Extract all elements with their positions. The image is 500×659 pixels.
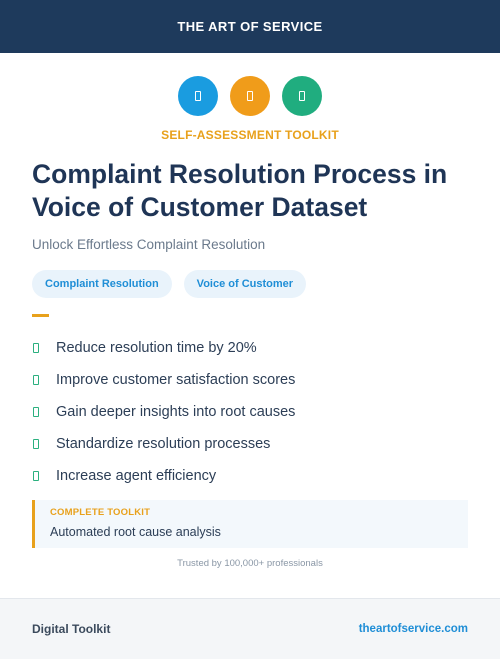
eyebrow-label: SELF-ASSESSMENT TOOLKIT — [161, 128, 339, 142]
document-icon — [178, 76, 218, 116]
benefit-text: Improve customer satisfaction scores — [56, 372, 296, 388]
benefit-text: Standardize resolution processes — [56, 436, 271, 452]
list-item: Improve customer satisfaction scores — [32, 364, 295, 396]
toolkit-label: COMPLETE TOOLKIT — [50, 507, 151, 518]
brand-name: THE ART OF SERVICE — [177, 19, 323, 34]
check-icon — [33, 439, 39, 449]
trusted-note: Trusted by 100,000+ professionals — [177, 558, 323, 569]
header-bar: THE ART OF SERVICE — [0, 0, 500, 53]
page-title: Complaint Resolution Process in Voice of… — [32, 159, 448, 222]
check-icon — [33, 407, 39, 417]
benefit-text: Increase agent efficiency — [56, 468, 217, 484]
document-icon — [282, 76, 322, 116]
benefit-text: Gain deeper insights into root causes — [56, 404, 296, 420]
icon-row — [0, 76, 500, 116]
footer: Digital Toolkit theartofservice.com — [0, 598, 500, 659]
list-item: Standardize resolution processes — [32, 428, 295, 460]
tag-complaint-resolution[interactable]: Complaint Resolution — [32, 270, 172, 298]
check-icon — [33, 471, 39, 481]
toolkit-card: COMPLETE TOOLKIT Automated root cause an… — [32, 500, 468, 548]
tag-voice-of-customer[interactable]: Voice of Customer — [183, 270, 307, 298]
toolkit-item: Automated root cause analysis — [50, 525, 221, 539]
list-item: Increase agent efficiency — [32, 460, 295, 492]
subtitle: Unlock Effortless Complaint Resolution — [32, 237, 266, 252]
check-icon — [33, 375, 39, 385]
list-item: Gain deeper insights into root causes — [32, 396, 295, 428]
accent-divider — [32, 314, 49, 317]
benefit-list: Reduce resolution time by 20% Improve cu… — [32, 332, 295, 492]
tag-list: Complaint Resolution Voice of Customer — [32, 270, 307, 298]
benefit-text: Reduce resolution time by 20% — [56, 340, 257, 356]
website-link[interactable]: theartofservice.com — [358, 623, 468, 635]
footer-label: Digital Toolkit — [32, 622, 111, 636]
check-icon — [33, 343, 39, 353]
document-icon — [230, 76, 270, 116]
list-item: Reduce resolution time by 20% — [32, 332, 295, 364]
